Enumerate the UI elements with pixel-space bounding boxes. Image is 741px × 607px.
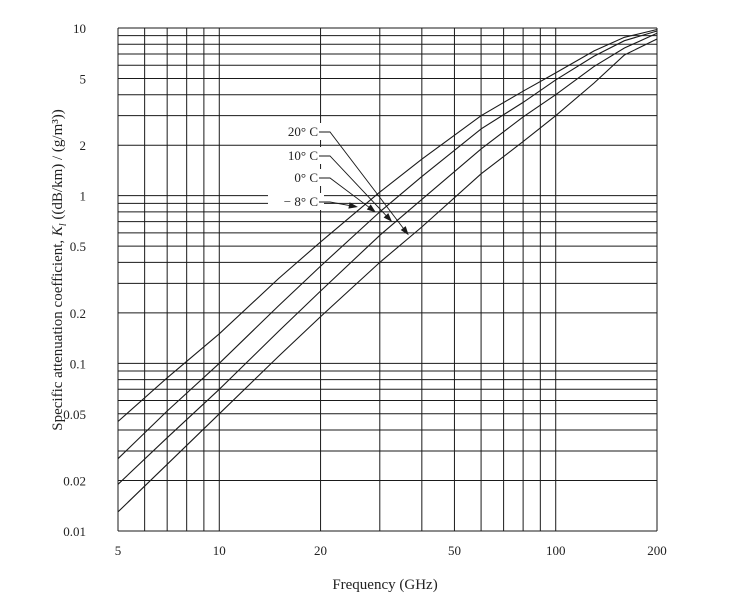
curve-leader-2	[319, 177, 375, 212]
curve-label-0: 20° C	[288, 124, 318, 139]
y-tick-label-2: 0.05	[63, 407, 86, 422]
curve-label-bg-3	[268, 193, 324, 210]
curve-label-bg-2	[268, 169, 324, 186]
curve-label-2: 0° C	[294, 170, 318, 185]
y-tick-label-7: 2	[80, 138, 87, 153]
y-tick-label-4: 0.2	[70, 306, 86, 321]
curve-leader-3	[319, 201, 356, 208]
curve-label-1: 10° C	[288, 148, 318, 163]
y-tick-label-1: 0.02	[63, 474, 86, 489]
series-line-3	[117, 28, 658, 422]
series-line-1	[117, 32, 658, 485]
x-tick-label-2: 20	[314, 543, 327, 558]
curve-arrowhead-2	[366, 204, 376, 213]
grid	[117, 27, 658, 532]
curve-leader-0	[319, 131, 408, 234]
y-axis-label-subscript: l	[58, 223, 69, 226]
x-tick-label-1: 10	[213, 543, 226, 558]
y-axis-label: Specific attenuation coefficient, Kl ((d…	[50, 109, 69, 431]
y-tick-label-8: 5	[80, 71, 87, 86]
curve-arrowhead-3	[348, 202, 358, 209]
curve-label-bg-1	[268, 147, 324, 164]
curve-arrowhead-0	[400, 226, 409, 236]
series-line-0	[117, 38, 658, 513]
y-tick-label-9: 10	[73, 21, 86, 36]
y-axis-label-prefix: Specific attenuation coefficient,	[50, 236, 66, 431]
curve-label-3: − 8° C	[284, 194, 318, 209]
curve-label-bg-0	[268, 123, 324, 140]
curve-arrowhead-1	[383, 213, 393, 222]
y-axis-label-symbol: K	[50, 225, 66, 237]
y-tick-label-0: 0.01	[63, 524, 86, 539]
x-tick-label-0: 5	[115, 543, 122, 558]
x-tick-label-5: 200	[647, 543, 667, 558]
y-tick-label-5: 0.5	[70, 239, 86, 254]
curve-labels: 20° C 10° C 0° C − 8° C	[268, 123, 409, 236]
tick-labels: 5 10 20 50 100 200 0.01 0.02 0.05 0.1 0.2 0.5 1 2 5 10	[63, 21, 667, 558]
x-tick-label-3: 50	[448, 543, 461, 558]
series-line-2	[117, 30, 658, 460]
x-tick-label-4: 100	[546, 543, 566, 558]
y-axis-label-suffix: ((dB/km) / (g/m³))	[50, 109, 66, 223]
y-tick-label-6: 1	[80, 189, 87, 204]
curve-leader-1	[319, 155, 392, 221]
series-lines	[117, 28, 658, 513]
x-axis-label: Frequency (GHz)	[332, 577, 437, 593]
y-tick-label-3: 0.1	[70, 356, 86, 371]
